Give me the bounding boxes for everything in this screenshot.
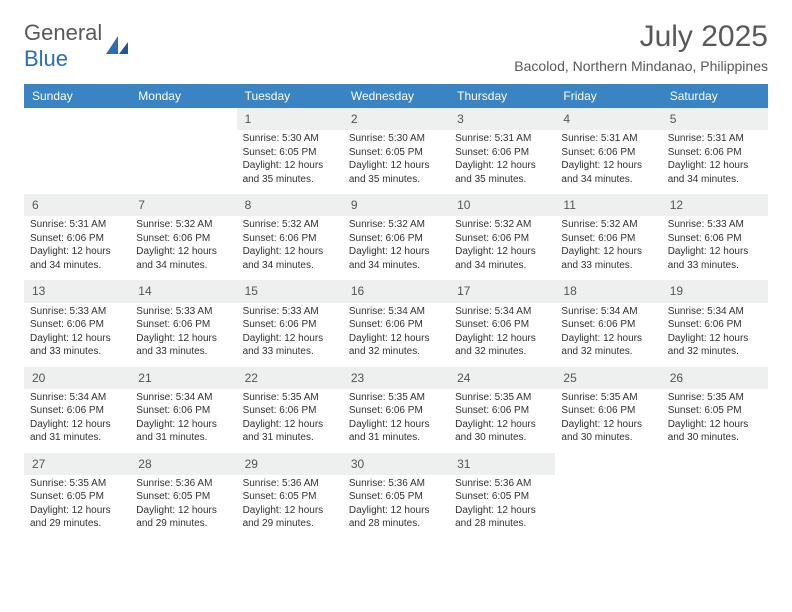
day-details-cell [24, 130, 130, 194]
day-details-cell: Sunrise: 5:32 AMSunset: 6:06 PMDaylight:… [130, 216, 236, 280]
day-number-cell: 20 [24, 367, 130, 389]
day-number-cell [24, 108, 130, 130]
day-details-row: Sunrise: 5:34 AMSunset: 6:06 PMDaylight:… [24, 389, 768, 453]
day-number-cell: 30 [343, 453, 449, 475]
day-details-cell: Sunrise: 5:30 AMSunset: 6:05 PMDaylight:… [343, 130, 449, 194]
day-number-cell: 12 [662, 194, 768, 216]
day-number-cell: 8 [237, 194, 343, 216]
day-details-row: Sunrise: 5:31 AMSunset: 6:06 PMDaylight:… [24, 216, 768, 280]
day-number-cell: 21 [130, 367, 236, 389]
day-number-cell [130, 108, 236, 130]
day-number-cell: 23 [343, 367, 449, 389]
day-number-row: 13141516171819 [24, 280, 768, 302]
day-details-cell: Sunrise: 5:36 AMSunset: 6:05 PMDaylight:… [343, 475, 449, 539]
day-details-cell: Sunrise: 5:32 AMSunset: 6:06 PMDaylight:… [555, 216, 661, 280]
day-details-cell: Sunrise: 5:35 AMSunset: 6:06 PMDaylight:… [555, 389, 661, 453]
day-details-cell [130, 130, 236, 194]
day-number-cell: 28 [130, 453, 236, 475]
day-number-cell: 15 [237, 280, 343, 302]
day-number-cell: 29 [237, 453, 343, 475]
day-details-cell: Sunrise: 5:36 AMSunset: 6:05 PMDaylight:… [449, 475, 555, 539]
day-details-cell: Sunrise: 5:31 AMSunset: 6:06 PMDaylight:… [555, 130, 661, 194]
weekday-header: Tuesday [237, 84, 343, 108]
day-details-cell: Sunrise: 5:35 AMSunset: 6:05 PMDaylight:… [662, 389, 768, 453]
day-number-cell: 17 [449, 280, 555, 302]
day-details-cell: Sunrise: 5:33 AMSunset: 6:06 PMDaylight:… [237, 303, 343, 367]
day-number-cell: 26 [662, 367, 768, 389]
day-number-cell: 7 [130, 194, 236, 216]
day-details-row: Sunrise: 5:35 AMSunset: 6:05 PMDaylight:… [24, 475, 768, 539]
day-details-cell: Sunrise: 5:34 AMSunset: 6:06 PMDaylight:… [449, 303, 555, 367]
weekday-header: Monday [130, 84, 236, 108]
weekday-header: Friday [555, 84, 661, 108]
day-number-cell: 4 [555, 108, 661, 130]
sail-icon [104, 34, 130, 59]
day-number-cell: 31 [449, 453, 555, 475]
day-details-cell [555, 475, 661, 539]
location: Bacolod, Northern Mindanao, Philippines [514, 58, 768, 74]
day-number-cell: 18 [555, 280, 661, 302]
day-details-cell: Sunrise: 5:36 AMSunset: 6:05 PMDaylight:… [237, 475, 343, 539]
day-number-cell: 2 [343, 108, 449, 130]
day-details-cell: Sunrise: 5:35 AMSunset: 6:06 PMDaylight:… [449, 389, 555, 453]
calendar-table: SundayMondayTuesdayWednesdayThursdayFrid… [24, 84, 768, 539]
day-details-cell: Sunrise: 5:32 AMSunset: 6:06 PMDaylight:… [237, 216, 343, 280]
day-number-cell: 11 [555, 194, 661, 216]
day-details-cell: Sunrise: 5:36 AMSunset: 6:05 PMDaylight:… [130, 475, 236, 539]
day-details-row: Sunrise: 5:30 AMSunset: 6:05 PMDaylight:… [24, 130, 768, 194]
day-number-cell [662, 453, 768, 475]
day-number-row: 6789101112 [24, 194, 768, 216]
day-number-cell: 10 [449, 194, 555, 216]
logo-text: General Blue [24, 20, 102, 72]
day-details-cell: Sunrise: 5:34 AMSunset: 6:06 PMDaylight:… [555, 303, 661, 367]
day-details-row: Sunrise: 5:33 AMSunset: 6:06 PMDaylight:… [24, 303, 768, 367]
day-details-cell: Sunrise: 5:31 AMSunset: 6:06 PMDaylight:… [662, 130, 768, 194]
logo: General Blue [24, 20, 130, 72]
day-details-cell: Sunrise: 5:34 AMSunset: 6:06 PMDaylight:… [343, 303, 449, 367]
day-details-cell: Sunrise: 5:31 AMSunset: 6:06 PMDaylight:… [449, 130, 555, 194]
day-details-cell: Sunrise: 5:32 AMSunset: 6:06 PMDaylight:… [449, 216, 555, 280]
day-number-cell: 16 [343, 280, 449, 302]
day-number-cell: 22 [237, 367, 343, 389]
day-number-cell: 25 [555, 367, 661, 389]
weekday-header: Thursday [449, 84, 555, 108]
day-number-row: 12345 [24, 108, 768, 130]
logo-word-blue: Blue [24, 46, 68, 71]
day-details-cell: Sunrise: 5:32 AMSunset: 6:06 PMDaylight:… [343, 216, 449, 280]
day-details-cell: Sunrise: 5:33 AMSunset: 6:06 PMDaylight:… [130, 303, 236, 367]
day-number-row: 20212223242526 [24, 367, 768, 389]
day-number-cell: 13 [24, 280, 130, 302]
logo-word-general: General [24, 20, 102, 45]
day-details-cell: Sunrise: 5:34 AMSunset: 6:06 PMDaylight:… [130, 389, 236, 453]
day-details-cell: Sunrise: 5:33 AMSunset: 6:06 PMDaylight:… [662, 216, 768, 280]
day-details-cell: Sunrise: 5:35 AMSunset: 6:06 PMDaylight:… [343, 389, 449, 453]
day-details-cell: Sunrise: 5:35 AMSunset: 6:06 PMDaylight:… [237, 389, 343, 453]
day-details-cell: Sunrise: 5:35 AMSunset: 6:05 PMDaylight:… [24, 475, 130, 539]
day-details-cell: Sunrise: 5:34 AMSunset: 6:06 PMDaylight:… [24, 389, 130, 453]
day-number-cell: 9 [343, 194, 449, 216]
month-title: July 2025 [514, 20, 768, 54]
day-details-cell [662, 475, 768, 539]
day-number-cell: 5 [662, 108, 768, 130]
day-number-cell: 6 [24, 194, 130, 216]
header: General Blue July 2025 Bacolod, Northern… [24, 20, 768, 74]
day-number-cell: 3 [449, 108, 555, 130]
weekday-header: Saturday [662, 84, 768, 108]
day-number-cell: 19 [662, 280, 768, 302]
weekday-header: Wednesday [343, 84, 449, 108]
day-number-cell: 27 [24, 453, 130, 475]
day-number-row: 2728293031 [24, 453, 768, 475]
day-details-cell: Sunrise: 5:33 AMSunset: 6:06 PMDaylight:… [24, 303, 130, 367]
day-details-cell: Sunrise: 5:34 AMSunset: 6:06 PMDaylight:… [662, 303, 768, 367]
title-block: July 2025 Bacolod, Northern Mindanao, Ph… [514, 20, 768, 74]
weekday-header: Sunday [24, 84, 130, 108]
day-number-cell [555, 453, 661, 475]
day-details-cell: Sunrise: 5:30 AMSunset: 6:05 PMDaylight:… [237, 130, 343, 194]
day-number-cell: 14 [130, 280, 236, 302]
day-number-cell: 1 [237, 108, 343, 130]
weekday-header-row: SundayMondayTuesdayWednesdayThursdayFrid… [24, 84, 768, 108]
day-details-cell: Sunrise: 5:31 AMSunset: 6:06 PMDaylight:… [24, 216, 130, 280]
day-number-cell: 24 [449, 367, 555, 389]
